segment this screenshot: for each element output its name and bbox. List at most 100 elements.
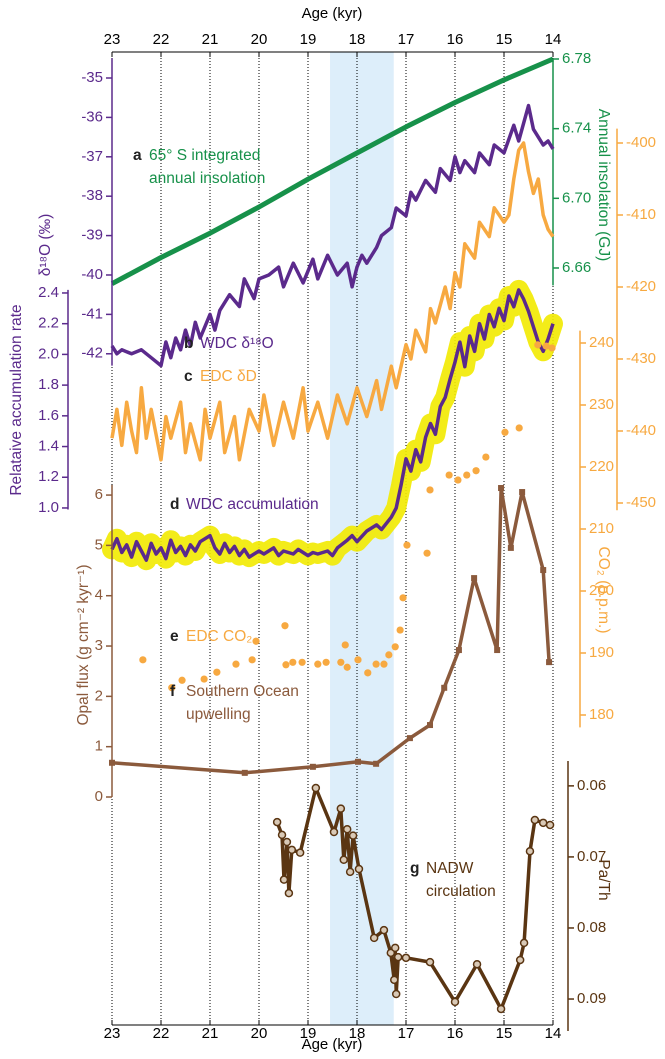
marker [494, 647, 501, 654]
marker [354, 864, 364, 874]
y-tick-label: -36 [81, 108, 103, 125]
y-tick-label: 6.70 [562, 189, 591, 206]
y-tick-label: 180 [589, 706, 614, 723]
marker [540, 567, 547, 574]
y-tick-label: -410 [626, 206, 656, 223]
marker [546, 659, 553, 666]
point [281, 622, 289, 630]
point [391, 643, 399, 651]
y-tick-label: 1.6 [38, 407, 59, 424]
y-axis-title: δ¹⁸O (‰) [37, 214, 54, 277]
y-tick-label: 210 [589, 520, 614, 537]
point [341, 641, 349, 649]
y-tick-label: 6 [95, 486, 103, 503]
point [372, 660, 380, 668]
annotation-label: circulation [426, 883, 496, 900]
y-tick-label: 5 [95, 536, 103, 553]
x-tick-label-top: 18 [349, 31, 366, 48]
x-tick-label-bottom: 20 [251, 1025, 268, 1042]
marker [519, 489, 526, 496]
x-tick-label-bottom: 21 [202, 1025, 219, 1042]
marker [109, 759, 115, 766]
y-tick-label: 2.2 [38, 315, 59, 332]
y-tick-label: 1.2 [38, 468, 59, 485]
y-axis-title: Annual insolation (GJ) [595, 109, 612, 262]
point [322, 658, 330, 666]
point [168, 684, 176, 692]
marker [393, 952, 403, 962]
marker [441, 684, 448, 691]
marker [525, 846, 535, 856]
point [542, 342, 550, 350]
y-tick-label: -400 [626, 134, 656, 151]
marker [309, 763, 316, 770]
x-tick-label-bottom: 22 [153, 1025, 170, 1042]
y-tick-label: -40 [81, 266, 103, 283]
x-tick-label-bottom: 19 [300, 1025, 317, 1042]
marker [277, 830, 287, 840]
y-tick-label: -450 [626, 494, 656, 511]
point [463, 471, 471, 479]
point [314, 660, 322, 668]
point [385, 651, 393, 659]
marker [450, 997, 460, 1007]
annotation-letter: d [170, 496, 179, 513]
y-tick-label: 200 [589, 582, 614, 599]
y-tick-label: 0.09 [577, 990, 606, 1007]
marker [345, 867, 355, 877]
x-tick-label-top: 19 [300, 31, 317, 48]
y-tick-label: 4 [95, 587, 103, 604]
annotation-label: EDC CO₂ [186, 628, 252, 645]
point [548, 344, 556, 352]
annotation-letter: f [170, 683, 176, 700]
marker [329, 827, 339, 837]
marker [241, 769, 248, 776]
x-tick-label-top: 16 [447, 31, 464, 48]
x-tick-label-top: 22 [153, 31, 170, 48]
marker [425, 957, 435, 967]
point [423, 549, 431, 557]
marker [389, 975, 399, 985]
marker [373, 760, 380, 767]
x-tick-label-top: 17 [398, 31, 415, 48]
point [364, 669, 372, 677]
marker [336, 804, 346, 813]
annotation-label: 65° S integrated [149, 147, 260, 164]
marker [401, 953, 411, 963]
point [426, 486, 434, 494]
point [178, 676, 186, 684]
annotation-label: NADW [426, 860, 474, 877]
point [445, 471, 453, 479]
y-tick-label: 190 [589, 644, 614, 661]
marker [507, 544, 514, 551]
y-tick-label: -35 [81, 69, 103, 86]
annotation-letter: c [184, 368, 193, 385]
point [282, 661, 290, 669]
y-tick-label: -430 [626, 350, 656, 367]
line [275, 786, 551, 1011]
point [252, 637, 260, 645]
line [110, 103, 555, 368]
marker [498, 485, 505, 492]
y-tick-label: -41 [81, 305, 103, 322]
point [501, 428, 509, 436]
marker [284, 888, 294, 898]
x-tick-label-bottom: 16 [447, 1025, 464, 1042]
point [298, 658, 306, 666]
y-tick-label: 220 [589, 458, 614, 475]
y-tick-label: -38 [81, 187, 103, 204]
marker [279, 875, 289, 884]
point [515, 424, 523, 432]
annotation-label: Southern Ocean [186, 683, 299, 700]
marker [455, 647, 462, 654]
x-tick-label-bottom: 17 [398, 1025, 415, 1042]
annotation-label: upwelling [186, 706, 251, 723]
point [396, 626, 404, 634]
point [289, 658, 297, 666]
point [380, 660, 388, 668]
y-axis-title: CO₂ (p.p.m.) [595, 547, 612, 634]
point [472, 467, 480, 475]
marker [379, 925, 389, 935]
marker [272, 817, 282, 827]
marker [496, 1004, 506, 1014]
